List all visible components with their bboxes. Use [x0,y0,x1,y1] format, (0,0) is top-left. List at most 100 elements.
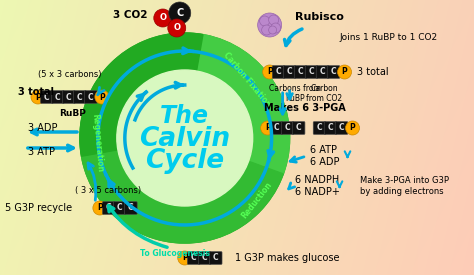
Text: To Glucogenesis: To Glucogenesis [140,249,210,257]
FancyBboxPatch shape [273,66,285,78]
Circle shape [258,13,282,37]
Text: P: P [99,92,105,101]
Text: 3 total: 3 total [18,87,54,97]
Circle shape [262,25,272,35]
Text: C: C [309,67,314,76]
Text: C: C [176,8,183,18]
Text: C: C [331,67,337,76]
Text: Rubisco: Rubisco [295,12,344,22]
FancyBboxPatch shape [324,122,337,134]
FancyBboxPatch shape [281,122,294,134]
FancyBboxPatch shape [327,66,340,78]
FancyBboxPatch shape [63,91,75,103]
Circle shape [93,201,107,215]
Text: O: O [173,23,180,32]
Text: Regeneration: Regeneration [90,113,104,173]
Text: P: P [350,123,356,133]
Circle shape [95,90,109,104]
Text: P: P [265,123,271,133]
Text: O: O [159,13,166,23]
FancyBboxPatch shape [102,202,115,214]
Circle shape [271,23,281,33]
Text: C: C [106,204,112,213]
FancyBboxPatch shape [199,252,211,264]
Circle shape [168,19,186,37]
FancyBboxPatch shape [210,252,222,264]
Text: C: C [66,92,72,101]
Text: C: C [285,123,291,133]
Text: Reduction: Reduction [239,180,273,220]
Text: C: C [298,67,303,76]
Text: C: C [55,92,61,101]
FancyBboxPatch shape [270,122,283,134]
Circle shape [263,65,277,79]
Circle shape [269,15,279,25]
Wedge shape [197,35,290,174]
Text: ( 3 x 5 carbons): ( 3 x 5 carbons) [75,186,141,194]
Text: C: C [44,92,50,101]
Text: 3 CO2: 3 CO2 [113,10,148,20]
Text: 5 G3P recycle: 5 G3P recycle [5,203,72,213]
Text: 6 NADP+: 6 NADP+ [295,187,339,197]
Text: Calvin: Calvin [139,126,230,152]
Circle shape [80,33,290,243]
Text: C: C [287,67,292,76]
Text: Carbon
from CO2: Carbon from CO2 [307,84,343,103]
FancyBboxPatch shape [187,252,200,264]
Circle shape [178,251,192,265]
Text: C: C [317,123,322,133]
Circle shape [337,65,352,79]
Text: C: C [320,67,325,76]
Text: C: C [276,67,282,76]
Text: P: P [342,67,347,76]
Text: C: C [117,204,123,213]
Text: C: C [328,123,333,133]
Text: P: P [97,204,103,213]
FancyBboxPatch shape [52,91,64,103]
Text: 6 NADPH: 6 NADPH [295,175,339,185]
FancyBboxPatch shape [283,66,296,78]
Text: The: The [160,104,209,128]
Text: Joins 1 RuBP to 1 CO2: Joins 1 RuBP to 1 CO2 [339,34,438,43]
Text: C: C [339,123,344,133]
Text: C: C [274,123,280,133]
Text: C: C [202,254,208,263]
Text: 1 G3P makes glucose: 1 G3P makes glucose [235,253,339,263]
Text: P: P [35,92,41,101]
Text: 6 ATP: 6 ATP [310,145,337,155]
Circle shape [260,16,270,26]
Text: C: C [296,123,301,133]
Text: RuBP: RuBP [59,109,86,118]
Circle shape [346,121,359,135]
Circle shape [154,9,172,27]
Text: (5 x 3 carbons): (5 x 3 carbons) [38,70,101,79]
Circle shape [169,2,191,24]
Text: C: C [191,254,197,263]
Text: Carbons from
RuBP: Carbons from RuBP [269,84,320,103]
Text: 3 ADP: 3 ADP [28,123,57,133]
FancyBboxPatch shape [73,91,86,103]
Circle shape [117,70,253,206]
Text: C: C [128,204,134,213]
Text: Make 3-PGA into G3P
by adding electrons: Make 3-PGA into G3P by adding electrons [359,176,448,196]
Text: 6 ADP: 6 ADP [310,157,339,167]
FancyBboxPatch shape [313,122,326,134]
Text: 3 ATP: 3 ATP [28,147,55,157]
Text: Carbon Fixation: Carbon Fixation [221,51,272,109]
FancyBboxPatch shape [316,66,329,78]
Wedge shape [82,150,283,243]
FancyBboxPatch shape [114,202,126,214]
Text: Cycle: Cycle [145,148,224,174]
Text: C: C [213,254,219,263]
FancyBboxPatch shape [84,91,97,103]
Circle shape [269,26,277,34]
FancyBboxPatch shape [294,66,307,78]
Text: P: P [267,67,273,76]
Text: C: C [77,92,82,101]
Wedge shape [80,33,203,156]
FancyBboxPatch shape [292,122,305,134]
Circle shape [261,121,274,135]
Text: 3 total: 3 total [356,67,388,77]
Text: C: C [88,92,94,101]
Circle shape [31,90,45,104]
